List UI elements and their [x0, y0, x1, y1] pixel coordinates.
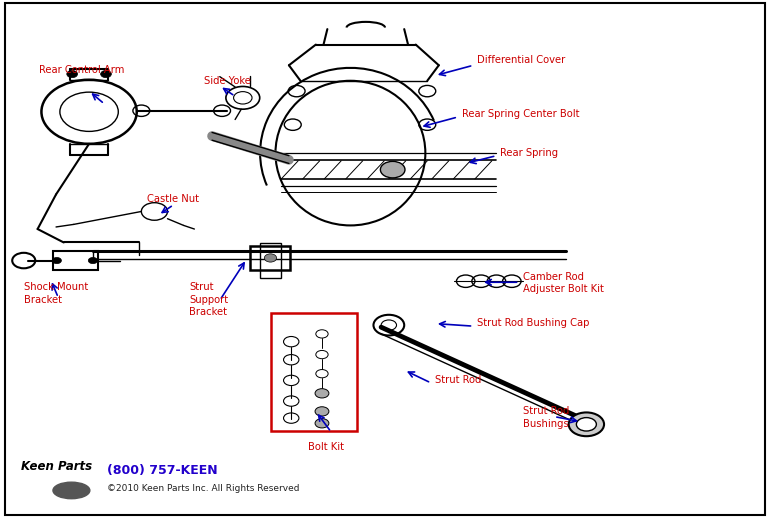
Circle shape [315, 419, 329, 428]
Text: Bolt Kit: Bolt Kit [308, 442, 344, 452]
Text: Rear Control Arm: Rear Control Arm [39, 65, 125, 75]
Circle shape [569, 412, 604, 436]
Circle shape [52, 257, 62, 264]
Text: Strut
Support
Bracket: Strut Support Bracket [189, 282, 228, 317]
Bar [259, 243, 281, 278]
Circle shape [315, 388, 329, 398]
Circle shape [101, 70, 112, 78]
Text: Strut Rod Bushing Cap: Strut Rod Bushing Cap [477, 319, 590, 328]
Circle shape [577, 418, 597, 431]
Text: (800) 757-KEEN: (800) 757-KEEN [107, 464, 217, 477]
Text: Rear Spring: Rear Spring [500, 148, 558, 158]
Text: Rear Spring Center Bolt: Rear Spring Center Bolt [462, 109, 579, 119]
Circle shape [264, 254, 276, 262]
Text: Side Yoke: Side Yoke [204, 76, 251, 85]
Circle shape [67, 70, 78, 78]
Bar [53, 251, 98, 270]
Circle shape [89, 257, 98, 264]
Bar [250, 246, 290, 270]
Circle shape [315, 407, 329, 416]
Text: Differential Cover: Differential Cover [477, 55, 565, 65]
Text: Strut Rod
Bushings: Strut Rod Bushings [524, 406, 570, 428]
Text: Strut Rod: Strut Rod [435, 375, 481, 385]
Text: ©2010 Keen Parts Inc. All Rights Reserved: ©2010 Keen Parts Inc. All Rights Reserve… [107, 483, 300, 493]
Text: Castle Nut: Castle Nut [147, 194, 199, 205]
Bar [271, 313, 357, 430]
Circle shape [380, 162, 405, 178]
Text: Keen Parts: Keen Parts [22, 461, 92, 473]
Ellipse shape [53, 482, 90, 499]
Text: Camber Rod
Adjuster Bolt Kit: Camber Rod Adjuster Bolt Kit [524, 272, 604, 294]
Text: Shock Mount
Bracket: Shock Mount Bracket [24, 282, 88, 305]
